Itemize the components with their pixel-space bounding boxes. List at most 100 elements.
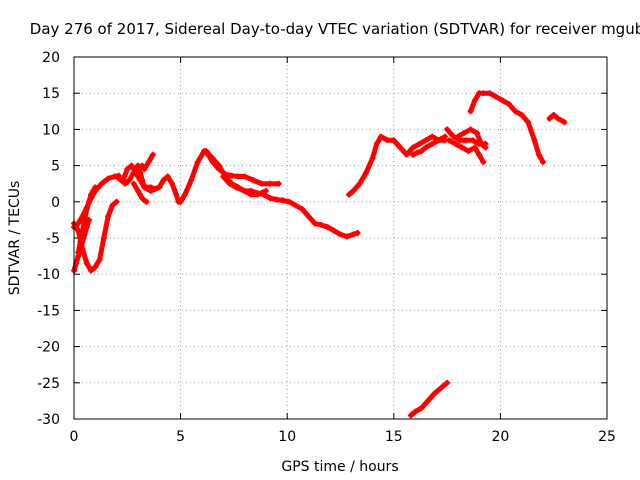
data-point xyxy=(429,133,436,140)
data-point xyxy=(134,187,141,194)
data-point xyxy=(96,256,103,263)
plot-frame xyxy=(73,56,608,420)
data-point xyxy=(403,151,410,158)
data-point xyxy=(90,187,97,194)
data-point xyxy=(469,137,476,144)
data-point xyxy=(473,130,480,137)
y-tick-label: -10 xyxy=(37,267,60,283)
data-point xyxy=(75,249,82,256)
data-point xyxy=(452,140,459,147)
data-point xyxy=(181,191,188,198)
data-point xyxy=(397,144,404,151)
data-point xyxy=(88,267,95,274)
y-tick-label: -25 xyxy=(37,376,60,392)
data-point xyxy=(241,187,248,194)
data-point xyxy=(467,108,474,115)
data-point xyxy=(169,180,176,187)
y-tick-label: 5 xyxy=(51,159,60,175)
data-point xyxy=(137,191,144,198)
data-point xyxy=(424,397,431,404)
data-point xyxy=(141,166,148,173)
data-point xyxy=(354,229,361,236)
data-point xyxy=(346,191,353,198)
data-point xyxy=(124,166,131,173)
data-point xyxy=(209,155,216,162)
data-point xyxy=(164,173,171,180)
data-point xyxy=(407,412,414,419)
series-1-track xyxy=(71,173,122,230)
data-point xyxy=(194,158,201,165)
data-point xyxy=(373,140,380,147)
data-point xyxy=(535,151,542,158)
y-tick-label: -20 xyxy=(37,340,60,356)
data-point xyxy=(149,151,156,158)
data-point xyxy=(299,206,306,213)
data-point xyxy=(486,90,493,97)
data-point xyxy=(83,260,90,267)
data-point xyxy=(286,198,293,205)
data-point xyxy=(337,231,344,238)
data-point xyxy=(554,115,561,122)
data-point xyxy=(378,133,385,140)
data-point xyxy=(79,227,86,234)
data-point xyxy=(429,140,436,147)
data-point xyxy=(444,126,451,133)
data-point xyxy=(441,133,448,140)
data-point xyxy=(152,185,159,192)
data-point xyxy=(561,119,568,126)
data-point xyxy=(435,137,442,144)
data-point xyxy=(412,408,419,415)
data-point xyxy=(418,405,425,412)
data-point xyxy=(85,198,92,205)
data-point xyxy=(267,195,274,202)
y-tick-label: 10 xyxy=(42,122,60,138)
series-14-track xyxy=(408,380,450,418)
data-point xyxy=(160,177,167,184)
data-point xyxy=(92,263,99,270)
x-tick-label: 0 xyxy=(70,429,79,445)
data-point xyxy=(331,227,338,234)
data-point xyxy=(540,158,547,165)
x-tick-label: 15 xyxy=(385,429,403,445)
data-point xyxy=(100,235,107,241)
data-point xyxy=(512,108,519,115)
data-point xyxy=(267,180,274,187)
data-point xyxy=(471,144,478,151)
data-point xyxy=(446,137,453,144)
data-point xyxy=(122,180,129,187)
data-point xyxy=(113,173,120,180)
data-point xyxy=(444,379,451,386)
data-point xyxy=(343,233,350,240)
data-point xyxy=(356,180,363,187)
data-point xyxy=(350,231,357,238)
data-point xyxy=(531,137,538,144)
data-point xyxy=(233,184,240,191)
data-point xyxy=(203,148,210,155)
data-point xyxy=(113,198,120,205)
data-point xyxy=(92,184,99,191)
y-tick-label: -30 xyxy=(37,412,60,428)
x-tick-label: 10 xyxy=(278,429,296,445)
data-point xyxy=(476,151,483,158)
series-19-track xyxy=(546,112,567,125)
data-point xyxy=(416,140,423,147)
data-point xyxy=(88,191,95,198)
chart-title: Day 276 of 2017, Sidereal Day-to-day VTE… xyxy=(30,20,640,38)
data-point xyxy=(518,111,525,118)
data-point xyxy=(275,180,282,187)
y-tick-label: -5 xyxy=(46,231,60,247)
data-point xyxy=(105,175,112,182)
data-point xyxy=(480,158,487,165)
axis-ticks: 0 5 10 15 20 25 -30 -25 -20 -15 -10 -5 0 5 10 15 20 xyxy=(37,50,616,445)
data-point xyxy=(254,191,261,198)
data-point xyxy=(459,144,466,151)
data-point xyxy=(546,115,553,122)
data-point xyxy=(105,213,112,220)
data-point xyxy=(493,93,500,100)
data-point xyxy=(81,216,88,223)
data-point xyxy=(525,119,532,126)
data-point xyxy=(147,184,154,191)
data-point xyxy=(241,173,248,180)
data-point xyxy=(128,162,135,169)
data-point xyxy=(156,184,163,191)
